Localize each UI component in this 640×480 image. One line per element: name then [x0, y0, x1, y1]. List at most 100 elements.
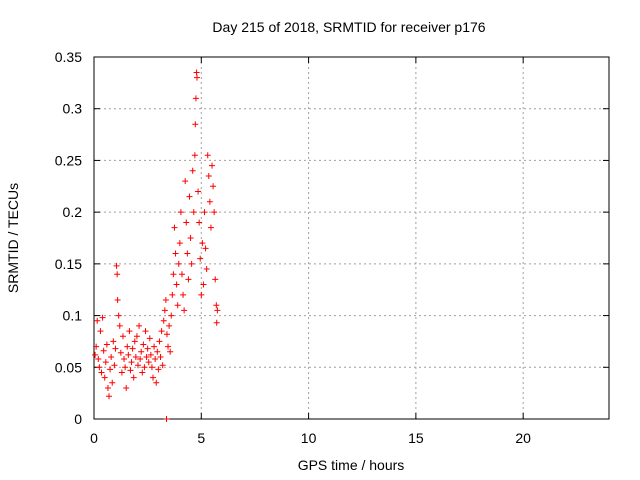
data-point — [160, 317, 167, 324]
data-point — [119, 333, 126, 340]
data-point — [157, 353, 164, 360]
axis-ticks: 0 5 10 15 20 0 0.05 0.1 0.15 0.2 0.25 0.3 0.35 — [55, 49, 609, 446]
data-point — [175, 260, 182, 267]
data-point — [127, 367, 134, 374]
data-point — [113, 262, 120, 269]
data-point — [150, 374, 157, 381]
data-point — [143, 353, 150, 360]
data-point — [212, 276, 219, 283]
data-point — [159, 362, 166, 369]
chart-title: Day 215 of 2018, SRMTID for receiver p17… — [212, 19, 485, 35]
x-axis-label: GPS time / hours — [298, 457, 405, 473]
data-point — [122, 364, 129, 371]
data-point — [203, 266, 210, 273]
data-point — [124, 343, 131, 350]
data-point — [156, 338, 163, 345]
data-point — [193, 69, 200, 76]
data-point — [142, 328, 149, 335]
data-point — [195, 188, 202, 195]
data-point — [180, 291, 187, 298]
data-point — [184, 250, 191, 257]
y-tick-label: 0.3 — [63, 101, 83, 117]
data-point — [110, 338, 117, 345]
plot-frame — [93, 56, 610, 420]
data-point — [204, 152, 211, 159]
data-point — [161, 307, 168, 314]
data-point — [101, 374, 108, 381]
data-point — [188, 260, 195, 267]
data-point — [99, 314, 106, 321]
data-point — [211, 209, 218, 216]
data-point — [108, 353, 115, 360]
data-point — [209, 162, 216, 169]
data-point — [117, 349, 124, 356]
data-point — [98, 369, 105, 376]
data-point — [174, 302, 181, 309]
data-point — [118, 369, 125, 376]
data-point — [171, 224, 178, 231]
data-point — [141, 364, 148, 371]
data-point — [178, 271, 185, 278]
data-point — [192, 121, 199, 128]
data-point — [138, 348, 145, 355]
data-point — [207, 224, 214, 231]
data-point — [104, 384, 111, 391]
data-point — [106, 393, 113, 400]
y-tick-label: 0.05 — [55, 359, 82, 375]
data-points — [92, 69, 221, 422]
data-point — [102, 359, 109, 366]
data-point — [162, 297, 169, 304]
x-tick-label: 5 — [197, 430, 205, 446]
y-tick-label: 0.35 — [55, 49, 82, 65]
data-point — [130, 374, 137, 381]
data-point — [148, 364, 155, 371]
data-point — [210, 183, 217, 190]
data-point — [176, 240, 183, 247]
data-point — [115, 312, 122, 319]
data-point — [107, 366, 114, 373]
data-point — [153, 379, 160, 386]
data-point — [194, 74, 200, 81]
data-point — [96, 364, 103, 371]
data-point — [154, 348, 161, 355]
data-point — [129, 345, 136, 352]
data-point — [163, 416, 170, 422]
data-point — [111, 362, 118, 369]
data-point — [147, 351, 154, 358]
data-point — [177, 209, 184, 216]
data-point — [133, 333, 140, 340]
data-point — [199, 240, 206, 247]
data-point — [93, 343, 100, 350]
data-point — [146, 335, 153, 342]
y-tick-label: 0.15 — [55, 256, 82, 272]
data-point — [202, 245, 209, 252]
data-point — [205, 172, 212, 179]
data-point — [136, 322, 143, 329]
data-point — [201, 209, 208, 216]
data-point — [100, 347, 107, 354]
data-point — [95, 356, 102, 363]
x-tick-label: 20 — [515, 430, 531, 446]
data-point — [134, 362, 141, 369]
data-point — [94, 317, 101, 324]
data-point — [197, 255, 204, 262]
data-point — [206, 198, 213, 205]
data-point — [192, 95, 199, 102]
data-point — [200, 281, 207, 288]
y-tick-label: 0.1 — [63, 308, 83, 324]
data-point — [167, 348, 174, 355]
y-tick-label: 0 — [74, 411, 82, 427]
data-point — [168, 312, 175, 319]
data-point — [186, 193, 193, 200]
data-point — [132, 353, 139, 360]
data-point — [131, 338, 138, 345]
data-point — [125, 351, 132, 358]
data-point — [114, 297, 121, 304]
data-point — [163, 331, 170, 338]
data-point — [151, 343, 158, 350]
data-point — [112, 345, 119, 352]
data-point — [213, 319, 220, 326]
data-point — [97, 328, 104, 335]
data-point — [128, 359, 135, 366]
